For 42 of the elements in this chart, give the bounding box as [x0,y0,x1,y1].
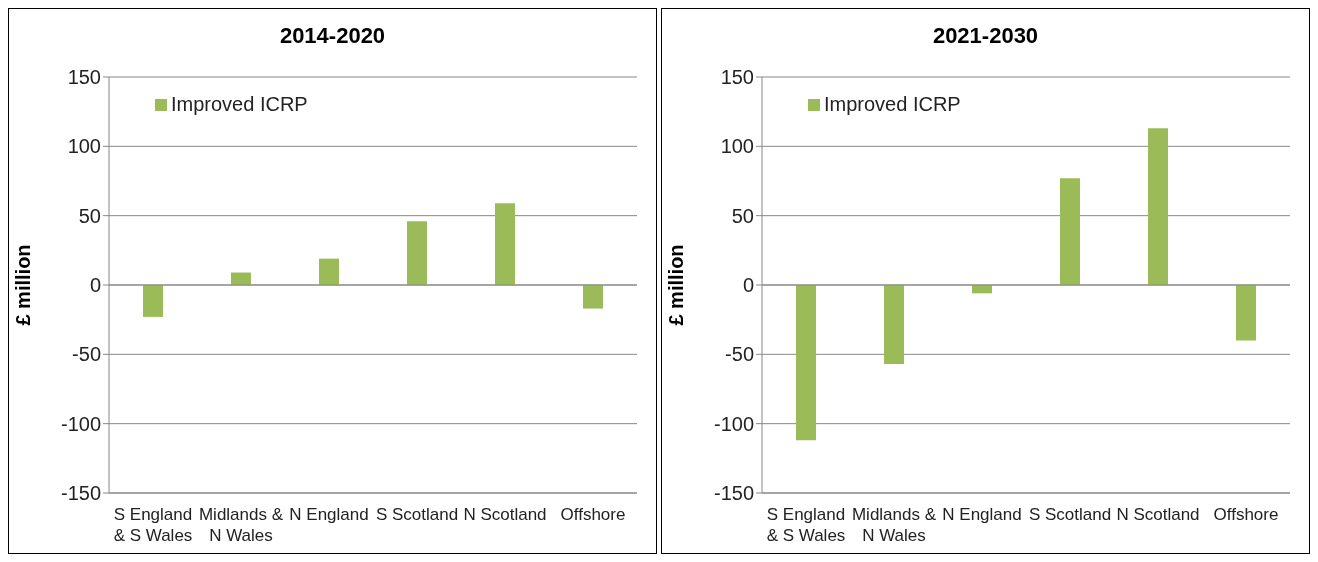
y-tick-label: 50 [731,204,754,227]
legend-label: Improved ICRP [171,93,308,116]
x-tick-label: Offshore [1213,505,1279,525]
y-tick-label: 100 [67,135,101,158]
x-tick-label: S England & S Wales [113,505,193,545]
chart-title: 2014-2020 [278,22,387,50]
chart-title: 2021-2030 [931,22,1040,50]
bar [884,285,904,365]
x-tick-label: Midlands & N Wales [198,505,284,545]
bar [1148,128,1168,285]
x-tick-label: S Scotland [1028,505,1112,525]
bar [407,221,427,285]
y-tick-label: -50 [725,343,754,366]
x-tick-label: N Scotland [463,505,547,525]
x-tick-label: N England [942,505,1022,525]
y-tick-label: -150 [713,482,754,505]
y-tick-label: 0 [742,274,754,297]
y-tick-label: 50 [78,204,101,227]
y-axis-title: £ million [665,244,688,326]
x-tick-label: N England [289,505,369,525]
y-tick-label: -50 [72,343,101,366]
bar [583,285,603,309]
y-tick-label: 150 [67,66,101,89]
bar [1236,285,1256,341]
x-tick-label: S England & S Wales [766,505,846,545]
y-axis-title: £ million [12,244,35,326]
y-tick-label: -100 [60,412,101,435]
legend-label: Improved ICRP [824,93,961,116]
x-tick-label: S Scotland [375,505,459,525]
y-tick-label: 150 [720,66,754,89]
y-tick-label: 0 [89,274,101,297]
x-tick-label: N Scotland [1116,505,1200,525]
x-tick-label: Offshore [560,505,626,525]
y-tick-label: 100 [720,135,754,158]
y-tick-label: -100 [713,412,754,435]
y-tick-label: -150 [60,482,101,505]
bar [1060,178,1080,285]
bar [319,258,339,285]
bar [796,285,816,441]
x-tick-label: Midlands & N Wales [851,505,937,545]
bar [143,285,163,317]
bar [495,203,515,285]
